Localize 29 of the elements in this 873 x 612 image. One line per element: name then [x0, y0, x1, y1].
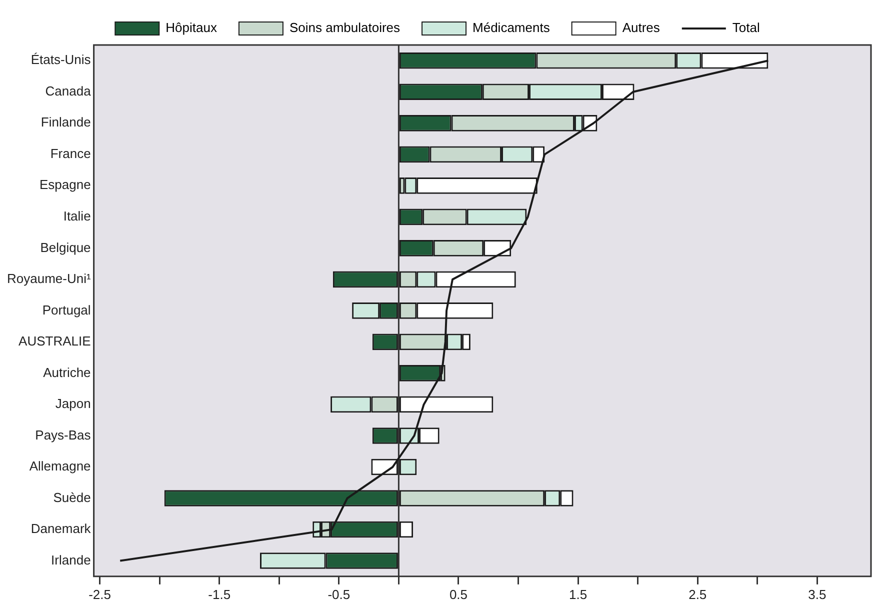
y-tick-label: Italie: [63, 208, 91, 224]
x-tick-label: 2.5: [688, 586, 707, 602]
y-tick-label: Pays-Bas: [35, 427, 92, 442]
y-tick-label: Belgique: [40, 240, 91, 255]
legend-label: Soins ambulatoires: [289, 20, 401, 36]
x-tick-label: 1.5: [569, 586, 588, 602]
y-tick-label: Danemark: [30, 521, 92, 536]
x-tick-label: -2.5: [88, 586, 111, 602]
legend-label: Médicaments: [472, 20, 550, 36]
x-tick-label: 0.5: [449, 586, 468, 602]
y-tick-label: Royaume-Uni¹: [6, 271, 92, 286]
y-tick-label: Irlande: [51, 552, 91, 568]
y-tick-label: Canada: [45, 83, 92, 98]
y-tick-label: France: [50, 146, 91, 161]
y-tick-label: Espagne: [39, 177, 91, 192]
y-tick-label: Portugal: [42, 302, 91, 318]
y-tick-label: États-Unis: [30, 52, 92, 68]
y-tick-label: Suède: [53, 490, 91, 505]
x-tick-label: -1.5: [208, 586, 231, 602]
legend-label: Total: [732, 20, 760, 36]
legend-label: Autres: [622, 20, 660, 36]
y-tick-label: Japon: [55, 396, 91, 412]
x-tick-label: 3.5: [808, 586, 826, 602]
x-tick-label: -0.5: [328, 586, 350, 602]
y-tick-label: Finlande: [40, 114, 91, 130]
y-tick-label: Allemagne: [29, 458, 91, 474]
legend-label: Hôpitaux: [166, 20, 218, 36]
y-tick-label: AUSTRALIE: [18, 334, 92, 349]
y-tick-label: Autriche: [43, 364, 91, 380]
